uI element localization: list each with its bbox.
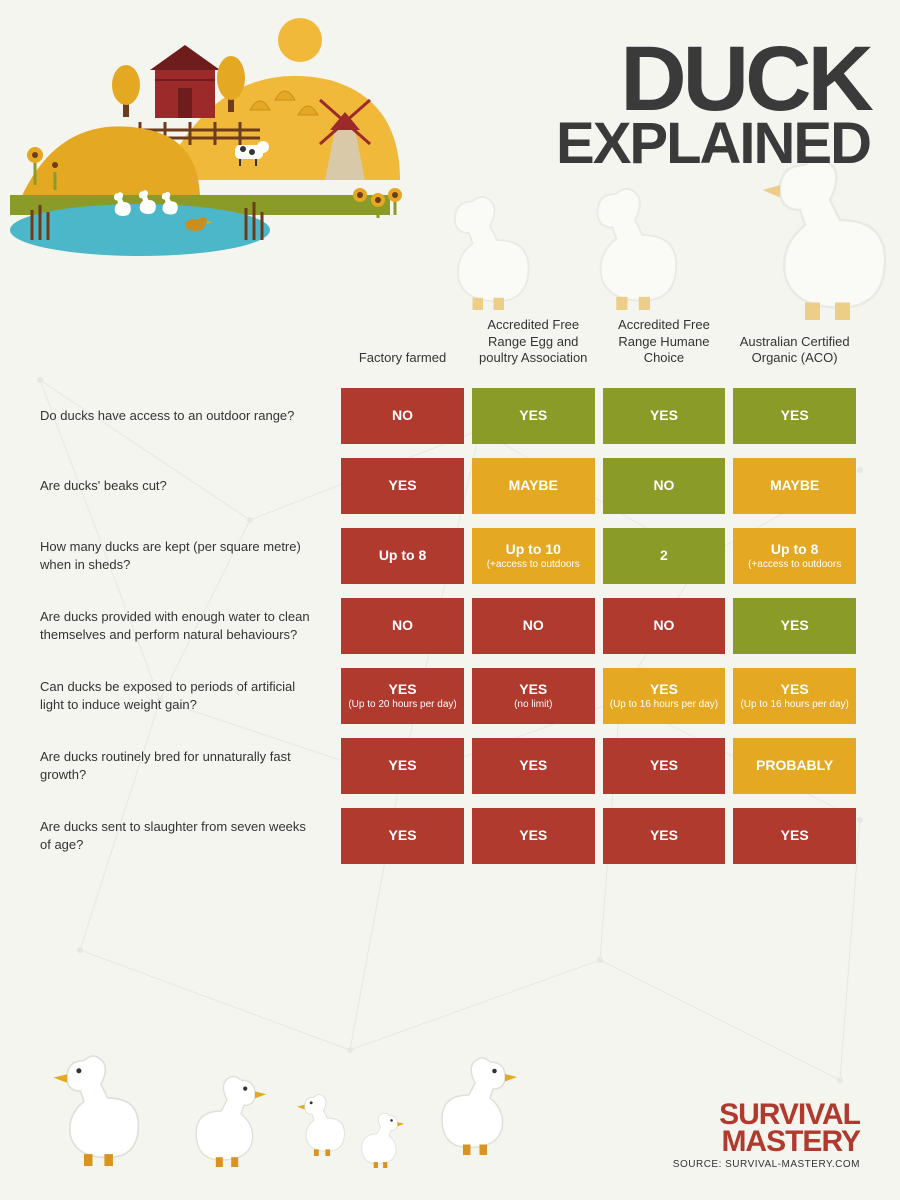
- table-row: Can ducks be exposed to periods of artif…: [40, 668, 860, 724]
- cell-main: NO: [653, 478, 674, 493]
- question-text: Are ducks sent to slaughter from seven w…: [40, 818, 337, 853]
- question-text: Are ducks provided with enough water to …: [40, 608, 337, 643]
- cell-main: YES: [519, 758, 547, 773]
- col-header: Accredited Free Range Humane Choice: [603, 290, 726, 370]
- answer-cell: NO: [603, 458, 726, 514]
- table-row: Do ducks have access to an outdoor range…: [40, 388, 860, 444]
- cell-main: YES: [389, 682, 417, 697]
- answer-cell: NO: [603, 598, 726, 654]
- cell-main: NO: [392, 618, 413, 633]
- col-header: Accredited Free Range Egg and poultry As…: [472, 290, 595, 370]
- col-header: Australian Certified Organic (ACO): [733, 290, 856, 370]
- cell-main: YES: [519, 682, 547, 697]
- cell-main: PROBABLY: [756, 758, 833, 773]
- question-text: Can ducks be exposed to periods of artif…: [40, 678, 337, 713]
- title-line1: DUCK: [420, 40, 870, 118]
- answer-cell: MAYBE: [472, 458, 595, 514]
- answer-cell: YES (Up to 20 hours per day): [341, 668, 464, 724]
- answer-cell: PROBABLY: [733, 738, 856, 794]
- answer-cell: YES: [603, 738, 726, 794]
- cell-sub: (+access to outdoors: [487, 559, 580, 570]
- logo-line2: MASTERY: [673, 1128, 860, 1155]
- comparison-table: Factory farmed Accredited Free Range Egg…: [0, 290, 900, 864]
- footer-block: SURVIVAL MASTERY SOURCE: SURVIVAL-MASTER…: [673, 1101, 860, 1170]
- footer-geese: [30, 1000, 590, 1180]
- question-text: Are ducks routinely bred for unnaturally…: [40, 748, 337, 783]
- cell-main: YES: [781, 828, 809, 843]
- cell-main: YES: [781, 682, 809, 697]
- cell-main: YES: [389, 478, 417, 493]
- answer-cell: Up to 8: [341, 528, 464, 584]
- answer-cell: YES (Up to 16 hours per day): [733, 668, 856, 724]
- table-row: How many ducks are kept (per square metr…: [40, 528, 860, 584]
- cell-main: YES: [650, 682, 678, 697]
- answer-cell: YES: [341, 458, 464, 514]
- answer-cell: Up to 8 (+access to outdoors: [733, 528, 856, 584]
- barn-icon: [150, 45, 220, 118]
- table-row: Are ducks sent to slaughter from seven w…: [40, 808, 860, 864]
- answer-cell: YES: [472, 388, 595, 444]
- cell-main: Up to 8: [771, 542, 818, 557]
- question-text: How many ducks are kept (per square metr…: [40, 538, 337, 573]
- cell-main: YES: [650, 828, 678, 843]
- table-row: Are ducks' beaks cut? YES MAYBE NO MAYBE: [40, 458, 860, 514]
- answer-cell: Up to 10 (+access to outdoors: [472, 528, 595, 584]
- col-header: Factory farmed: [341, 290, 464, 370]
- question-text: Do ducks have access to an outdoor range…: [40, 407, 337, 425]
- cell-main: NO: [392, 408, 413, 423]
- cell-main: YES: [519, 408, 547, 423]
- answer-cell: NO: [341, 388, 464, 444]
- table-row: Are ducks provided with enough water to …: [40, 598, 860, 654]
- cell-main: YES: [781, 408, 809, 423]
- answer-cell: YES: [341, 808, 464, 864]
- answer-cell: YES: [733, 598, 856, 654]
- cell-main: Up to 10: [506, 542, 561, 557]
- title-block: DUCK EXPLAINED: [420, 0, 900, 290]
- sun-icon: [278, 18, 322, 62]
- cell-main: YES: [389, 828, 417, 843]
- cell-main: YES: [650, 408, 678, 423]
- answer-cell: YES (Up to 16 hours per day): [603, 668, 726, 724]
- table-row: Are ducks routinely bred for unnaturally…: [40, 738, 860, 794]
- cell-sub: (Up to 16 hours per day): [610, 699, 718, 710]
- column-headers: Factory farmed Accredited Free Range Egg…: [40, 290, 860, 370]
- answer-cell: 2: [603, 528, 726, 584]
- answer-cell: YES: [733, 388, 856, 444]
- cell-main: NO: [653, 618, 674, 633]
- cell-main: YES: [650, 758, 678, 773]
- answer-cell: NO: [341, 598, 464, 654]
- cell-main: YES: [389, 758, 417, 773]
- cell-sub: (Up to 20 hours per day): [348, 699, 456, 710]
- answer-cell: MAYBE: [733, 458, 856, 514]
- cell-sub: (+access to outdoors: [748, 559, 841, 570]
- title-line2: EXPLAINED: [420, 118, 870, 170]
- answer-cell: YES: [472, 738, 595, 794]
- answer-cell: YES: [733, 808, 856, 864]
- answer-cell: YES (no limit): [472, 668, 595, 724]
- source-text: SOURCE: SURVIVAL-MASTERY.COM: [673, 1159, 860, 1170]
- cell-main: 2: [660, 548, 668, 563]
- answer-cell: YES: [341, 738, 464, 794]
- cell-sub: (Up to 16 hours per day): [740, 699, 848, 710]
- cell-sub: (no limit): [514, 699, 552, 710]
- cell-main: Up to 8: [379, 548, 426, 563]
- question-text: Are ducks' beaks cut?: [40, 477, 337, 495]
- farm-illustration: [0, 0, 420, 270]
- cell-main: YES: [781, 618, 809, 633]
- answer-cell: YES: [603, 388, 726, 444]
- answer-cell: NO: [472, 598, 595, 654]
- logo-line1: SURVIVAL: [673, 1101, 860, 1128]
- cell-main: YES: [519, 828, 547, 843]
- tree-icon: [112, 65, 140, 117]
- cell-main: NO: [523, 618, 544, 633]
- cell-main: MAYBE: [770, 478, 819, 493]
- cell-main: MAYBE: [509, 478, 558, 493]
- answer-cell: YES: [603, 808, 726, 864]
- answer-cell: YES: [472, 808, 595, 864]
